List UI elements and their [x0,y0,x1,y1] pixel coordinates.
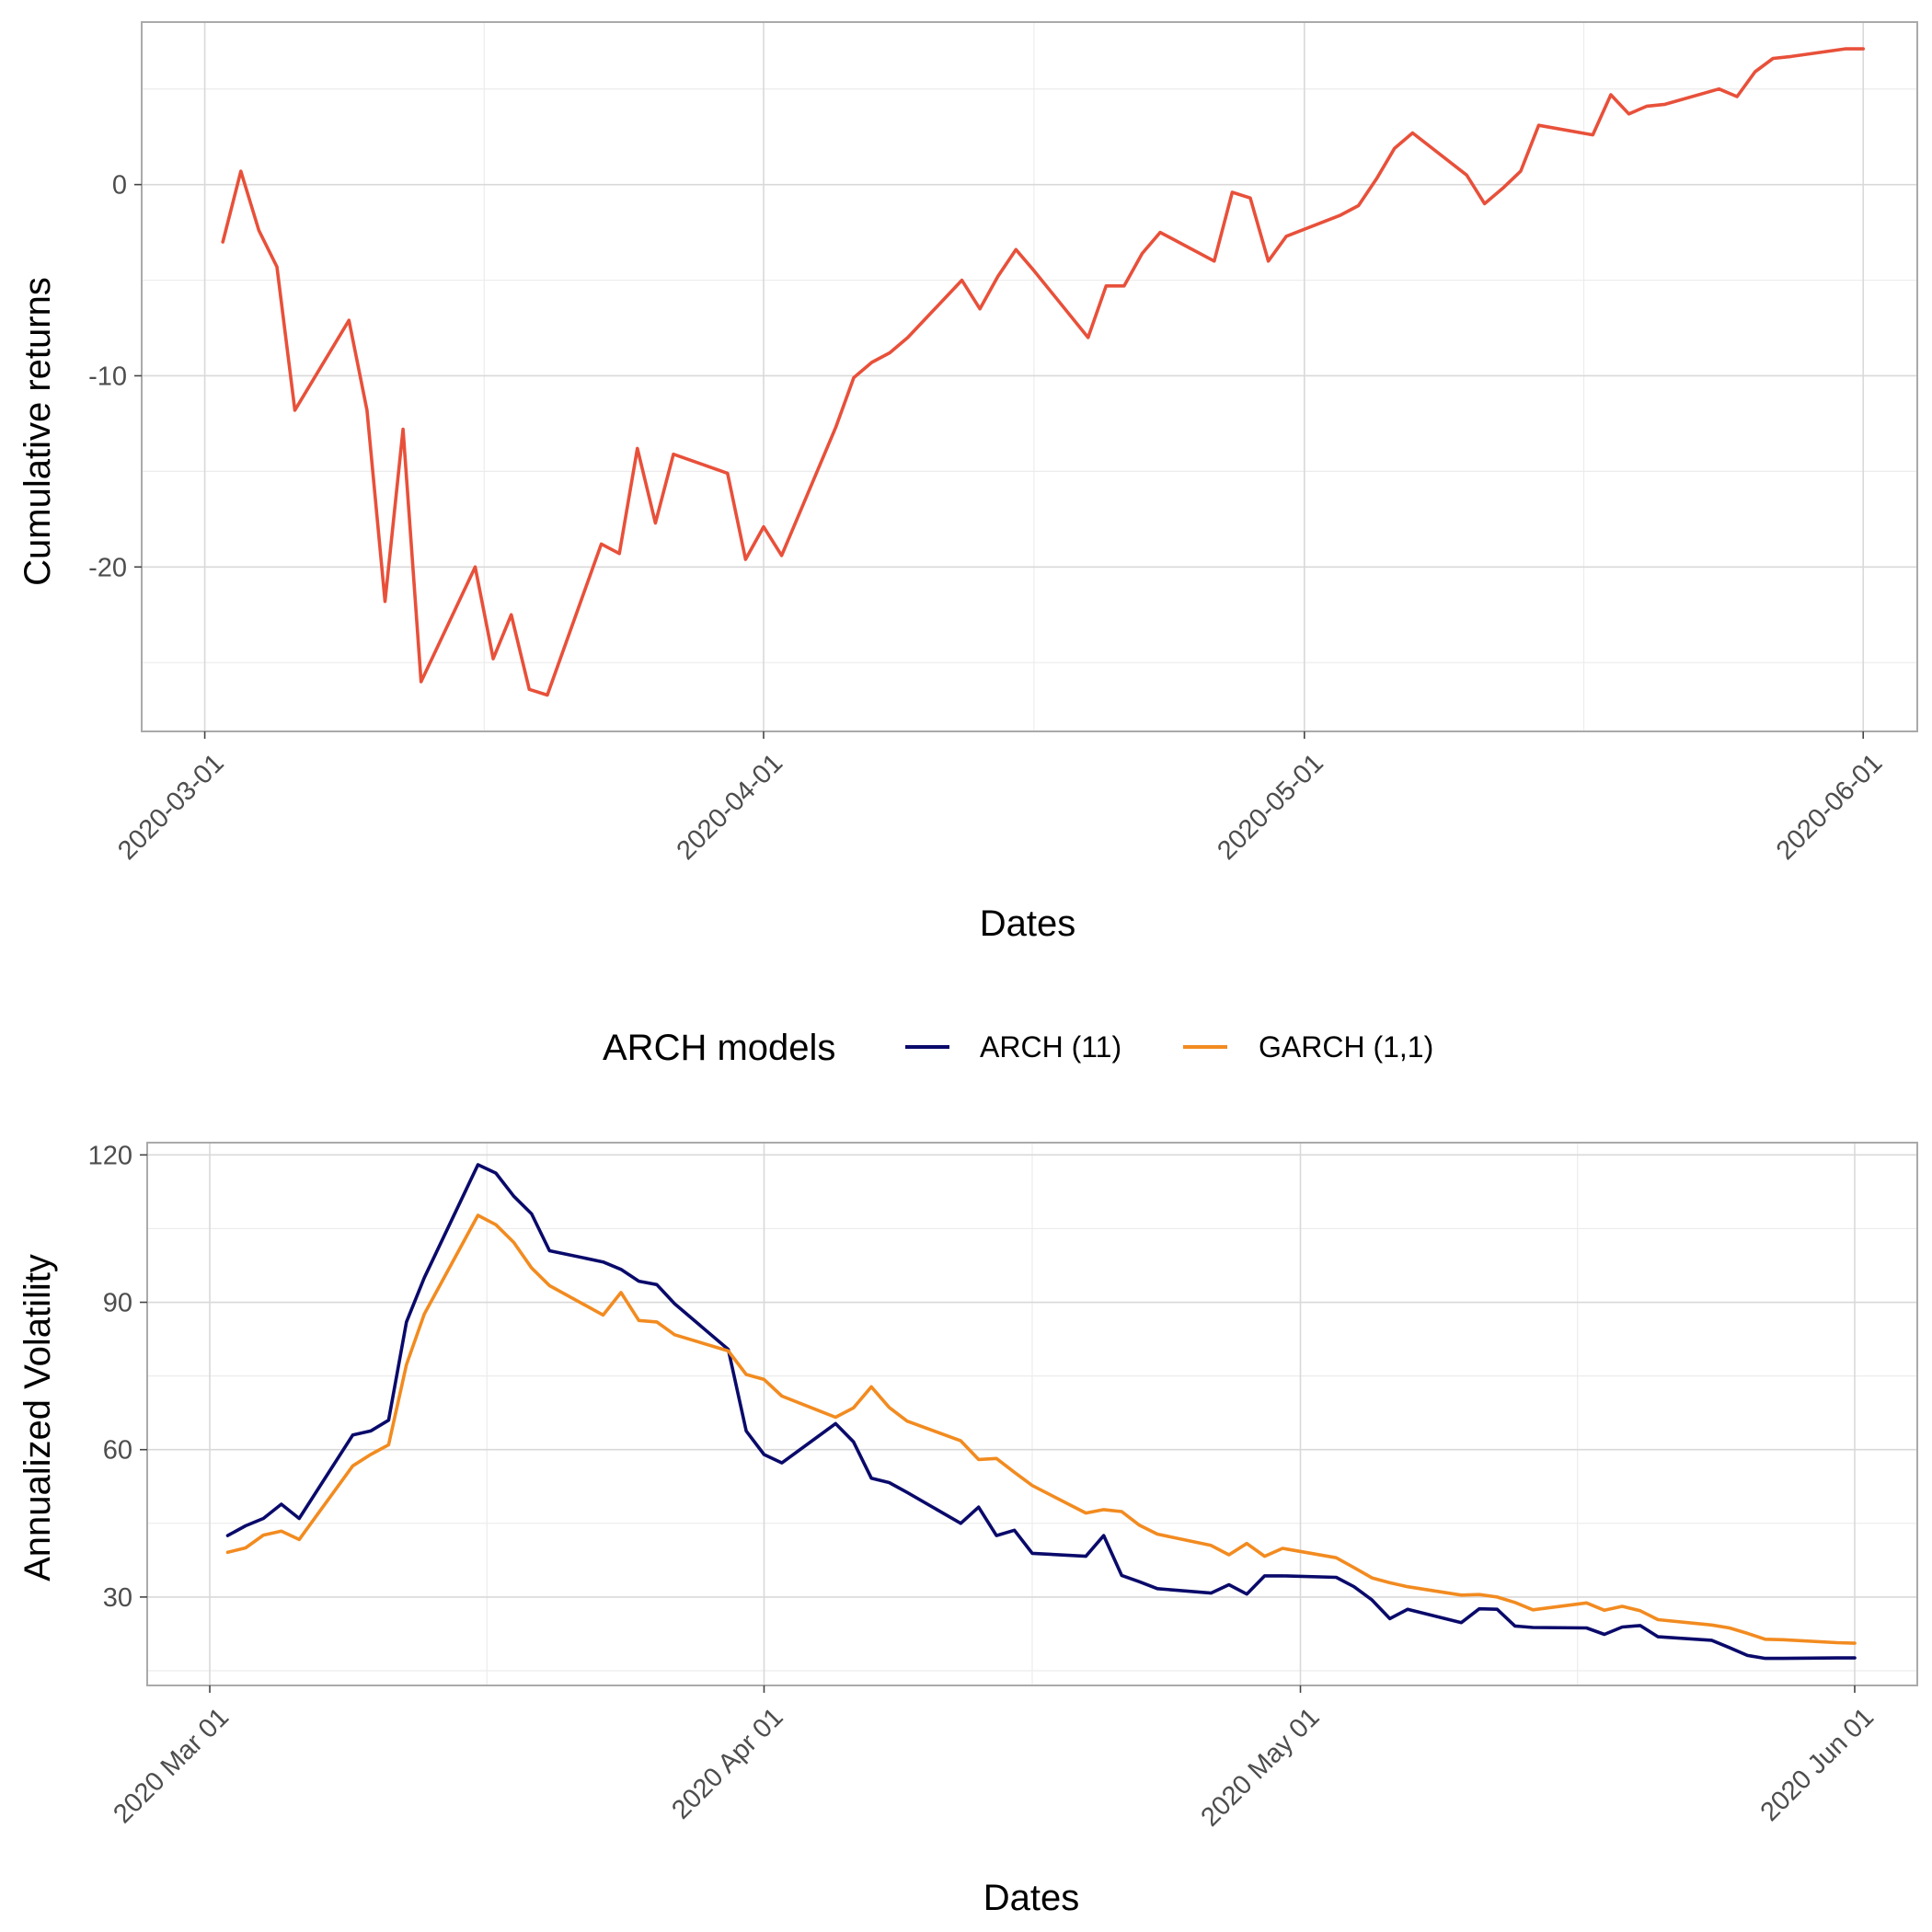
volatility-panel-border [146,1142,1918,1686]
series-line-garch-1-1 [225,1213,1857,1645]
legend-title: ARCH models [603,1028,835,1068]
y-tick-label: -20 [88,553,127,582]
legend-label-garch: GARCH (1,1) [1259,1030,1433,1064]
returns-y-axis-title: Cumulative returns [17,277,58,586]
returns-panel-border [141,21,1918,732]
volatility-gridlines [147,1143,1917,1685]
y-tick-label: 60 [103,1436,132,1466]
y-tick-label: 0 [112,171,127,201]
legend: ARCH models ARCH (11) GARCH (1,1) [603,1028,1433,1068]
volatility-series-group [225,1163,1857,1661]
returns-gridlines [142,22,1917,731]
y-tick-label: 120 [88,1141,132,1170]
returns-series-group [221,47,1865,697]
volatility-x-axis-title: Dates [983,1878,1080,1918]
y-tick-label: 90 [103,1289,132,1318]
returns-x-axis-title: Dates [980,903,1076,944]
series-line-arch-11 [225,1163,1857,1661]
volatility-y-axis-title: Annualized Volatility [17,1254,58,1581]
series-line-cumulative-returns [221,47,1865,697]
y-tick-label: 30 [103,1583,132,1613]
y-tick-label: -10 [88,362,127,391]
legend-label-arch: ARCH (11) [980,1030,1121,1064]
